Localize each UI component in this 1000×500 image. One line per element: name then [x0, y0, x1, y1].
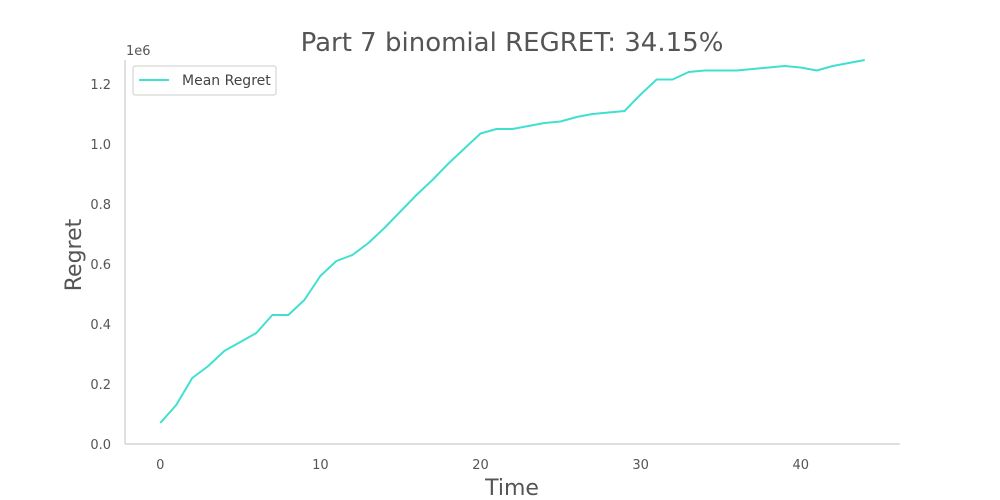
- data-point: [656, 79, 658, 81]
- data-point: [608, 112, 610, 114]
- data-point: [287, 314, 289, 316]
- data-point: [768, 67, 770, 69]
- data-point: [736, 70, 738, 72]
- data-point: [864, 59, 866, 61]
- y-tick-label: 0.0: [90, 438, 111, 453]
- y-tick-label: 0.6: [90, 258, 111, 273]
- legend-box: [132, 65, 277, 96]
- data-point: [415, 194, 417, 196]
- data-point: [784, 65, 786, 67]
- y-tick-label: 1.0: [90, 138, 111, 153]
- data-point: [399, 211, 401, 213]
- data-point: [303, 299, 305, 301]
- data-point: [640, 94, 642, 96]
- x-tick-label: 30: [632, 458, 649, 473]
- x-tick-label: 10: [312, 458, 329, 473]
- data-point: [479, 133, 481, 135]
- x-axis-title: Time: [484, 476, 539, 500]
- data-point: [592, 113, 594, 115]
- data-point: [720, 70, 722, 72]
- data-point: [239, 341, 241, 343]
- data-point: [431, 179, 433, 181]
- data-point: [223, 350, 225, 352]
- data-point: [848, 62, 850, 64]
- data-point: [463, 148, 465, 150]
- series-line-mean-regret: [159, 59, 865, 424]
- legend-label-mean-regret: Mean Regret: [182, 73, 271, 89]
- data-point: [367, 242, 369, 244]
- data-point: [335, 260, 337, 262]
- data-point: [832, 65, 834, 67]
- data-point: [688, 71, 690, 73]
- y-tick-label: 0.8: [90, 198, 111, 213]
- data-point: [447, 163, 449, 165]
- y-tick-label: 0.2: [90, 378, 111, 393]
- y-axis-offset-label: 1e6: [126, 44, 151, 59]
- data-point: [800, 67, 802, 69]
- data-point: [576, 116, 578, 118]
- chart-title: Part 7 binomial REGRET: 34.15%: [301, 28, 724, 58]
- data-point: [528, 125, 530, 127]
- data-point: [544, 122, 546, 124]
- data-point: [159, 422, 161, 424]
- data-point: [319, 275, 321, 277]
- data-point: [191, 377, 193, 379]
- data-point: [816, 70, 818, 72]
- y-tick-label: 1.2: [90, 78, 111, 93]
- data-point: [383, 227, 385, 229]
- data-point: [495, 128, 497, 130]
- data-point: [255, 332, 257, 334]
- data-point: [175, 404, 177, 406]
- y-axis-title: Regret: [62, 218, 87, 291]
- plot-axes: [124, 60, 900, 445]
- series-layer: [159, 59, 866, 424]
- data-point: [512, 128, 514, 130]
- data-point: [624, 110, 626, 112]
- data-point: [704, 70, 706, 72]
- data-point: [271, 314, 273, 316]
- x-tick-labels: 0 10 20 30 40: [156, 458, 809, 473]
- data-point: [560, 121, 562, 123]
- legend: Mean Regret: [132, 65, 277, 96]
- y-tick-label: 0.4: [90, 318, 111, 333]
- data-point: [672, 79, 674, 81]
- x-tick-label: 40: [792, 458, 809, 473]
- y-tick-labels: 0.0 0.2 0.4 0.6 0.8 1.0 1.2: [90, 78, 111, 453]
- x-tick-label: 0: [156, 458, 164, 473]
- x-tick-label: 20: [472, 458, 489, 473]
- data-point: [207, 365, 209, 367]
- data-point: [351, 254, 353, 256]
- data-point: [752, 68, 754, 70]
